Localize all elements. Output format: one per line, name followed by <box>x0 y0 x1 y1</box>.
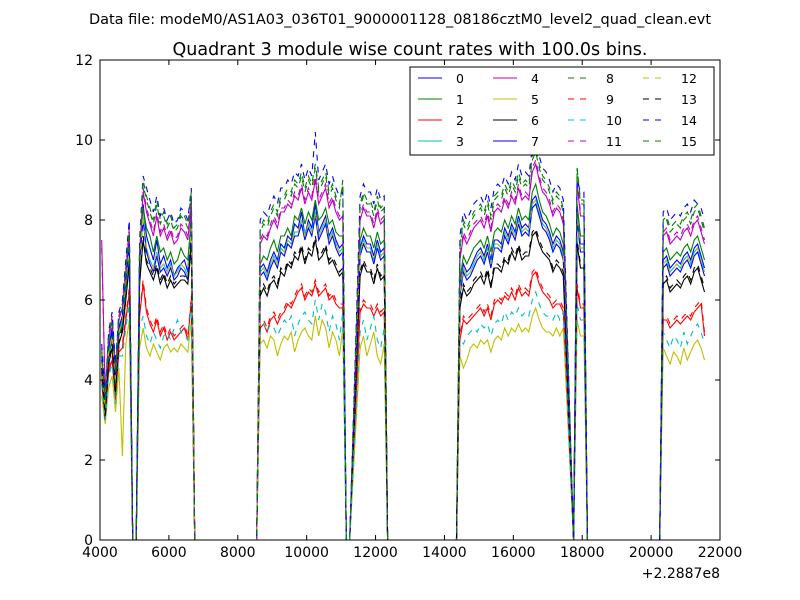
series-14-line <box>101 131 706 541</box>
legend-label-11: 11 <box>606 134 622 149</box>
legend-label-15: 15 <box>681 134 697 149</box>
legend-label-10: 10 <box>606 113 622 128</box>
series-9-line <box>101 266 706 541</box>
legend-label-14: 14 <box>681 113 697 128</box>
legend-label-13: 13 <box>681 92 697 107</box>
y-tick-label: 8 <box>84 213 93 229</box>
y-tick-label: 4 <box>84 373 93 389</box>
legend-label-0: 0 <box>456 71 464 86</box>
x-axis: 4000 6000 8000 10000 12000 14000 16000 18000 200… <box>82 60 742 561</box>
series-5-line <box>101 306 706 541</box>
x-tick-label: 20000 <box>629 545 674 561</box>
legend-label-5: 5 <box>531 92 539 107</box>
y-tick-label: 6 <box>84 293 93 309</box>
x-tick-label: 6000 <box>151 545 187 561</box>
series-10-line <box>101 290 706 541</box>
series-layer <box>101 131 706 541</box>
x-tick-label: 12000 <box>353 545 398 561</box>
x-tick-label: 4000 <box>82 545 118 561</box>
x-offset-label: +2.2887e8 <box>642 566 720 582</box>
y-tick-label: 12 <box>75 53 93 69</box>
y-tick-label: 0 <box>84 533 93 549</box>
legend-frame <box>409 66 715 156</box>
x-tick-label: 14000 <box>422 545 467 561</box>
legend-label-3: 3 <box>456 134 464 149</box>
legend-label-9: 9 <box>606 92 614 107</box>
x-tick-label: 8000 <box>220 545 256 561</box>
series-11-line <box>101 158 706 541</box>
series-13-line <box>101 226 706 541</box>
x-tick-label: 10000 <box>284 545 329 561</box>
chart-title: Quadrant 3 module wise count rates with … <box>173 40 648 60</box>
y-tick-label: 2 <box>84 453 93 469</box>
y-tick-label: 10 <box>75 133 93 149</box>
x-tick-label: 18000 <box>560 545 605 561</box>
legend-label-2: 2 <box>456 113 464 128</box>
x-tick-label: 22000 <box>698 545 743 561</box>
legend-label-12: 12 <box>681 71 697 86</box>
legend-label-1: 1 <box>456 92 464 107</box>
series-15-line <box>101 146 706 541</box>
x-tick-label: 16000 <box>491 545 536 561</box>
legend-label-4: 4 <box>531 71 539 86</box>
chart-suptitle: Data file: modeM0/AS1A03_036T01_90000011… <box>89 12 711 28</box>
legend-label-8: 8 <box>606 71 614 86</box>
legend-label-7: 7 <box>531 134 539 149</box>
legend-label-6: 6 <box>531 113 539 128</box>
series-12-line <box>101 198 706 541</box>
